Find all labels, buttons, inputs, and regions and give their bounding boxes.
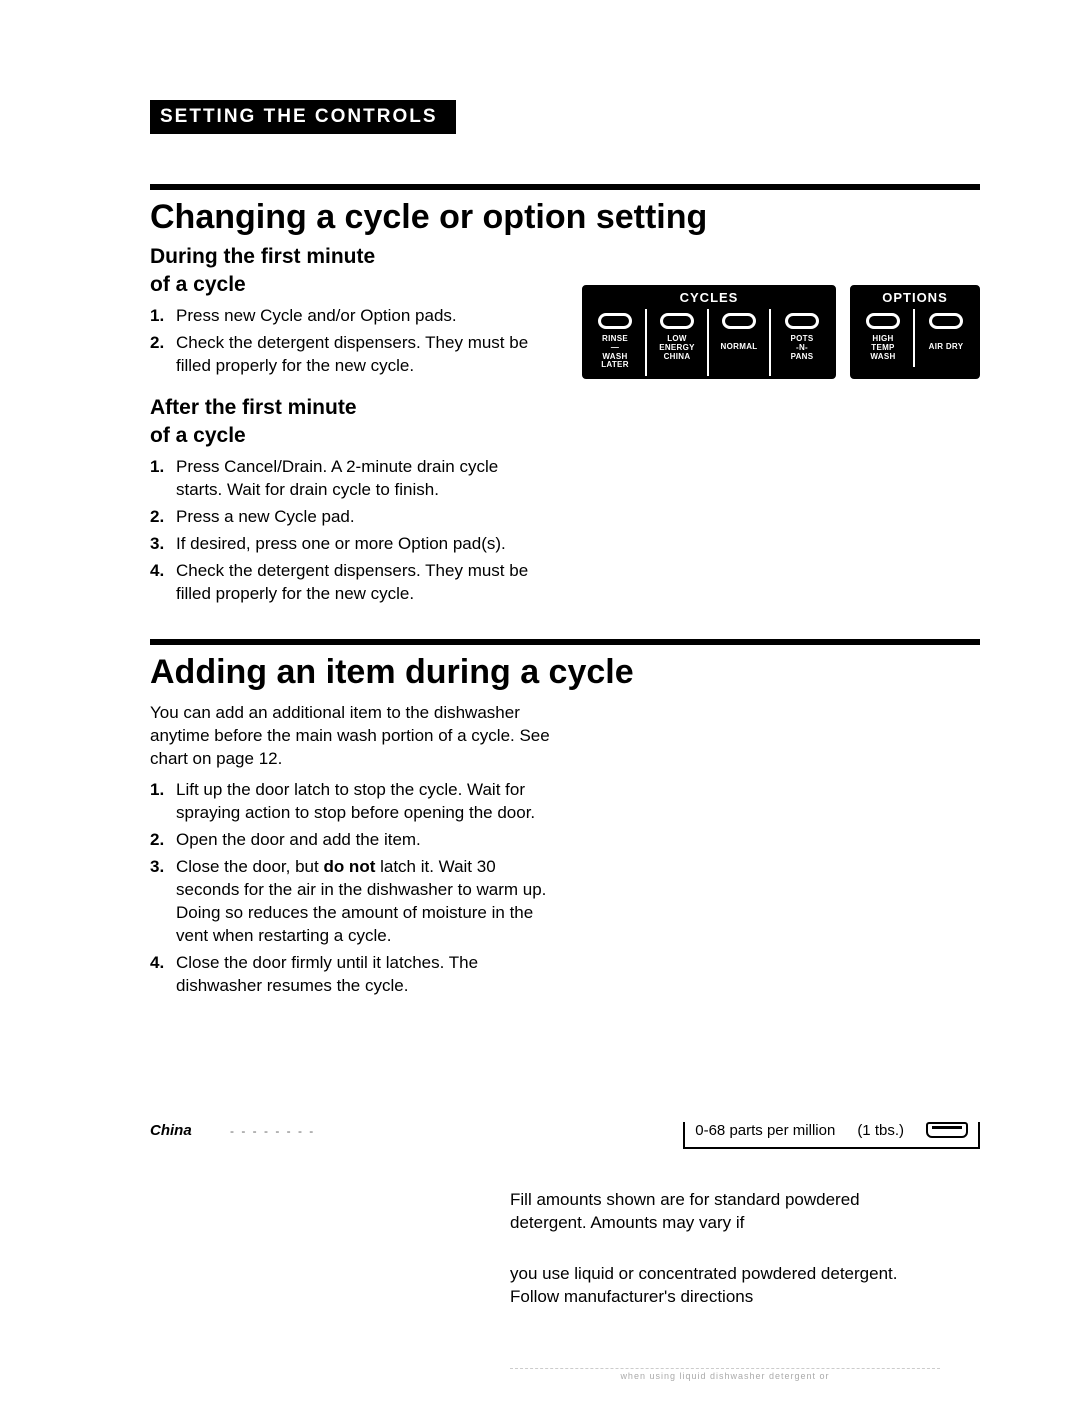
- fragment-ppm-box: 0-68 parts per million (1 tbs.): [683, 1122, 980, 1149]
- fragment-row: China - - - - - - - - 0-68 parts per mil…: [150, 1122, 980, 1149]
- two-column-layout: You can add an additional item to the di…: [150, 696, 980, 1001]
- option-button-air-dry: AIR DRY: [915, 309, 977, 367]
- fragment-paragraph-1: Fill amounts shown are for standard powd…: [510, 1189, 940, 1235]
- button-label: NORMAL: [721, 335, 758, 352]
- document-page: SETTING THE CONTROLS Changing a cycle or…: [0, 0, 1080, 1421]
- button-label: AIR DRY: [929, 335, 964, 352]
- rule-divider: [150, 639, 980, 645]
- heading-adding-item: Adding an item during a cycle: [150, 653, 980, 692]
- subheading-during-first-l1: During the first minute: [150, 245, 542, 269]
- bold-emphasis: do not: [323, 857, 375, 876]
- panel-header-options: OPTIONS: [853, 288, 977, 309]
- option-button-high-temp-wash: HIGH TEMP WASH: [853, 309, 915, 367]
- list-number: 2.: [150, 506, 170, 529]
- control-panel-diagram: CYCLES RINSE — WASH LATER LOW ENERGY CHI…: [582, 285, 980, 379]
- list-number: 2.: [150, 332, 170, 378]
- list-item: 1. Press new Cycle and/or Option pads.: [150, 305, 542, 328]
- two-column-layout: During the first minute of a cycle 1.Pre…: [150, 241, 980, 609]
- panel-group-cycles: CYCLES RINSE — WASH LATER LOW ENERGY CHI…: [582, 285, 836, 379]
- cycle-button-rinse-wash-later: RINSE — WASH LATER: [585, 309, 647, 376]
- right-column: [580, 696, 980, 1001]
- list-item: 1.Lift up the door latch to stop the cyc…: [150, 779, 550, 825]
- list-after-first: 1.Press Cancel/Drain. A 2-minute drain c…: [150, 456, 542, 606]
- list-item: 4.Close the door firmly until it latches…: [150, 952, 550, 998]
- cycle-button-pots-n-pans: POTS -N- PANS: [771, 309, 833, 376]
- list-text: If desired, press one or more Option pad…: [176, 533, 506, 556]
- button-pill-icon: [929, 313, 963, 329]
- intro-paragraph: You can add an additional item to the di…: [150, 702, 550, 771]
- button-pill-icon: [866, 313, 900, 329]
- list-adding-item: 1.Lift up the door latch to stop the cyc…: [150, 779, 550, 997]
- subheading-during-first-l2: of a cycle: [150, 273, 542, 297]
- detergent-cup-icon: [926, 1122, 968, 1138]
- heading-changing-cycle: Changing a cycle or option setting: [150, 198, 980, 237]
- panel-header-cycles: CYCLES: [585, 288, 833, 309]
- panel-buttons-row: RINSE — WASH LATER LOW ENERGY CHINA NORM…: [585, 309, 833, 376]
- left-column: During the first minute of a cycle 1.Pre…: [150, 241, 542, 609]
- panel-group-options: OPTIONS HIGH TEMP WASH AIR DRY: [850, 285, 980, 379]
- panel-buttons-row: HIGH TEMP WASH AIR DRY: [853, 309, 977, 367]
- section-adding-item: Adding an item during a cycle You can ad…: [150, 639, 980, 1001]
- list-number: 1.: [150, 779, 170, 825]
- list-number: 4.: [150, 952, 170, 998]
- list-text: Close the door, but do not latch it. Wai…: [176, 856, 550, 948]
- right-column: CYCLES RINSE — WASH LATER LOW ENERGY CHI…: [572, 241, 980, 609]
- list-item: 2. Open the door and add the item.: [150, 829, 550, 852]
- list-text: Lift up the door latch to stop the cycle…: [176, 779, 550, 825]
- fragment-paragraph-2: you use liquid or concentrated powdered …: [510, 1263, 940, 1309]
- button-pill-icon: [785, 313, 819, 329]
- list-number: 3.: [150, 533, 170, 556]
- list-number: 2.: [150, 829, 170, 852]
- button-pill-icon: [660, 313, 694, 329]
- button-label: LOW ENERGY CHINA: [659, 335, 695, 361]
- subheading-after-first-l2: of a cycle: [150, 424, 542, 448]
- fragment-ppm-text: 0-68 parts per million: [695, 1122, 835, 1139]
- list-text: Open the door and add the item.: [176, 829, 421, 852]
- list-item: 1.Press Cancel/Drain. A 2-minute drain c…: [150, 456, 542, 502]
- list-text: Press a new Cycle pad.: [176, 506, 355, 529]
- list-item: 3.Close the door, but do not latch it. W…: [150, 856, 550, 948]
- list-text: Press Cancel/Drain. A 2-minute drain cyc…: [176, 456, 542, 502]
- fragment-tbs-text: (1 tbs.): [857, 1122, 904, 1139]
- list-item: 4.Check the detergent dispensers. They m…: [150, 560, 542, 606]
- button-label: HIGH TEMP WASH: [870, 335, 895, 361]
- rule-divider: [150, 184, 980, 190]
- list-number: 1.: [150, 305, 170, 328]
- list-text: Check the detergent dispensers. They mus…: [176, 560, 542, 606]
- button-pill-icon: [722, 313, 756, 329]
- cycle-button-low-energy-china: LOW ENERGY CHINA: [647, 309, 709, 376]
- list-during-first: 1. Press new Cycle and/or Option pads. 2.…: [150, 305, 542, 378]
- button-label: POTS -N- PANS: [791, 335, 814, 361]
- fragment-tiny-text: when using liquid dishwasher detergent o…: [510, 1368, 940, 1381]
- list-item: 3. If desired, press one or more Option p…: [150, 533, 542, 556]
- list-item: 2. Press a new Cycle pad.: [150, 506, 542, 529]
- page-bottom-fragments: China - - - - - - - - 0-68 parts per mil…: [150, 1122, 980, 1382]
- list-number: 4.: [150, 560, 170, 606]
- list-number: 3.: [150, 856, 170, 948]
- list-item: 2.Check the detergent dispensers. They m…: [150, 332, 542, 378]
- list-text: Check the detergent dispensers. They mus…: [176, 332, 542, 378]
- list-number: 1.: [150, 456, 170, 502]
- list-text: Close the door firmly until it latches. …: [176, 952, 550, 998]
- fragment-china-label: China: [150, 1122, 230, 1139]
- subheading-after-first-l1: After the first minute: [150, 396, 542, 420]
- fragment-dashes: - - - - - - - -: [230, 1122, 430, 1138]
- button-label: RINSE — WASH LATER: [601, 335, 629, 370]
- button-pill-icon: [598, 313, 632, 329]
- list-text: Press new Cycle and/or Option pads.: [176, 305, 457, 328]
- cycle-button-normal: NORMAL: [709, 309, 771, 376]
- left-column: You can add an additional item to the di…: [150, 696, 550, 1001]
- section-header-bar: SETTING THE CONTROLS: [150, 100, 456, 134]
